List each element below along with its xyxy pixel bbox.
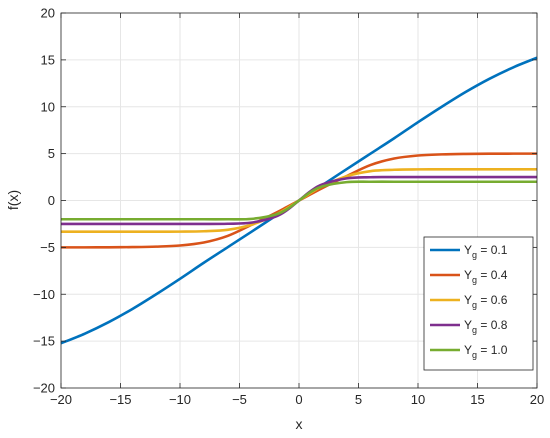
legend-entry: Yg = 0.6 (464, 293, 508, 310)
y-tick-label: −5 (40, 240, 55, 255)
x-tick-label: −15 (109, 392, 131, 407)
legend-entry: Yg = 0.1 (464, 243, 508, 260)
x-tick-label: 15 (470, 392, 484, 407)
legend-entry: Yg = 0.8 (464, 318, 508, 335)
y-tick-label: 5 (48, 146, 55, 161)
y-tick-label: −15 (33, 334, 55, 349)
legend: Yg = 0.1 Yg = 0.4 Yg = 0.6 Yg = 0.8 Yg = 1.0 (423, 236, 534, 371)
x-tick-label: 0 (295, 392, 302, 407)
legend-box (423, 236, 534, 371)
y-tick-label: 0 (48, 193, 55, 208)
legend-entry: Yg = 0.4 (464, 268, 508, 285)
axis-ticks (60, 12, 538, 389)
x-tick-label: −10 (169, 392, 191, 407)
x-tick-label: 10 (411, 392, 425, 407)
y-tick-label: −10 (33, 287, 55, 302)
tick-labels: −20 −15 −10 −5 0 5 10 15 20 −20 −15 −10 −5 0 5 10 15 20 (33, 6, 544, 408)
y-tick-label: 15 (41, 52, 55, 67)
y-tick-label: 20 (41, 6, 55, 21)
y-tick-label: −20 (33, 381, 55, 396)
y-axis-label: f(x) (5, 190, 21, 210)
series-line-5 (60, 180, 537, 221)
x-tick-label: 20 (530, 392, 544, 407)
y-tick-label: 10 (41, 99, 55, 114)
series-lines (60, 56, 538, 345)
x-axis-label: x (296, 416, 303, 432)
x-tick-label: −5 (232, 392, 247, 407)
legend-entry: Yg = 1.0 (464, 343, 508, 360)
x-tick-label: −20 (50, 392, 72, 407)
x-tick-label: 5 (355, 392, 362, 407)
